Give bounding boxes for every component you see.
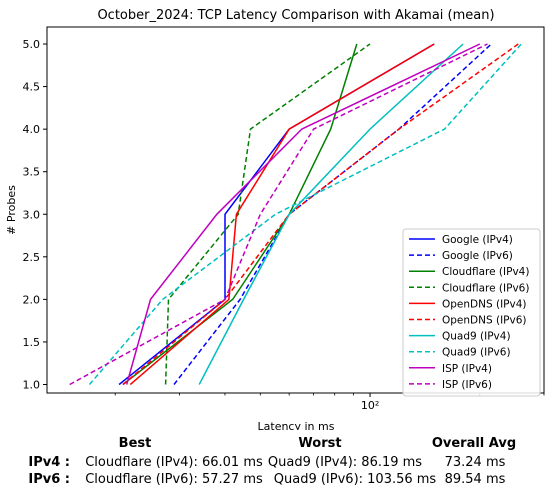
legend-label-isp-ipv6: ISP (IPv6): [442, 379, 492, 391]
header-best: Best: [118, 436, 152, 451]
x-tick-label: 10²: [361, 399, 379, 412]
axis-ticks: 1.0 1.5 2.0 2.5 3.0 3.5 4.0 4.5 5.0 10²: [23, 38, 545, 412]
series-line-opendns-ipv4: [129, 43, 435, 386]
y-axis-label: # Probes: [5, 185, 18, 235]
y-tick-label: 2.0: [23, 293, 41, 306]
series-line-isp-ipv4: [125, 43, 481, 385]
row-label-ipv6: IPv6 :: [28, 472, 70, 487]
legend-label-opendns-ipv4: OpenDNS (IPv4): [442, 298, 527, 310]
latency-chart: October_2024: TCP Latency Comparison wit…: [5, 8, 545, 430]
legend-label-quad9-ipv4: Quad9 (IPv4): [442, 331, 511, 343]
header-overall-avg: Overall Avg: [431, 436, 517, 451]
avg-ipv6: 89.54 ms: [444, 472, 506, 487]
legend-box: [402, 228, 541, 397]
y-tick-label: 1.5: [23, 336, 41, 349]
legend-label-cloudflare-ipv6: Cloudflare (IPv6): [442, 282, 529, 294]
legend-label-google-ipv4: Google (IPv4): [442, 234, 513, 246]
header-worst: Worst: [298, 436, 342, 451]
summary-table: Best Worst Overall Avg IPv4 : Cloudflare…: [0, 430, 551, 494]
best-ipv6: Cloudflare (IPv6): 57.27 ms: [85, 472, 263, 487]
y-tick-label: 4.5: [23, 81, 41, 94]
series-line-quad9-ipv6: [88, 43, 522, 385]
series-line-google-ipv4: [118, 43, 435, 386]
worst-ipv4: Quad9 (IPv4): 86.19 ms: [267, 455, 423, 470]
plot-area: [69, 43, 522, 386]
legend-label-isp-ipv4: ISP (IPv4): [442, 363, 492, 375]
chart-title: October_2024: TCP Latency Comparison wit…: [97, 8, 494, 23]
y-tick-label: 5.0: [23, 38, 41, 51]
legend-label-quad9-ipv6: Quad9 (IPv6): [442, 347, 511, 359]
y-tick-label: 4.0: [23, 123, 41, 136]
series-line-cloudflare-ipv6: [164, 43, 371, 385]
y-tick-label: 3.5: [23, 166, 41, 179]
legend: Google (IPv4) Google (IPv6) Cloudflare (IP…: [402, 228, 541, 397]
series-line-isp-ipv6: [69, 43, 488, 386]
legend-label-google-ipv6: Google (IPv6): [442, 250, 513, 262]
series-line-quad9-ipv4: [198, 43, 464, 385]
worst-ipv6: Quad9 (IPv6): 103.56 ms: [273, 472, 437, 487]
series-line-cloudflare-ipv4: [122, 43, 358, 386]
y-tick-label: 1.0: [23, 378, 41, 391]
plot-frame: [46, 26, 545, 394]
legend-label-cloudflare-ipv4: Cloudflare (IPv4): [442, 266, 529, 278]
legend-label-opendns-ipv6: OpenDNS (IPv6): [442, 315, 527, 327]
avg-ipv4: 73.24 ms: [444, 455, 506, 470]
y-tick-label: 2.5: [23, 251, 41, 264]
x-axis-label: Latency in ms: [258, 420, 335, 430]
row-label-ipv4: IPv4 :: [28, 455, 70, 470]
series-line-opendns-ipv6: [122, 43, 519, 386]
series-line-google-ipv6: [173, 43, 492, 385]
y-tick-label: 3.0: [23, 208, 41, 221]
best-ipv4: Cloudflare (IPv4): 66.01 ms: [85, 455, 263, 470]
